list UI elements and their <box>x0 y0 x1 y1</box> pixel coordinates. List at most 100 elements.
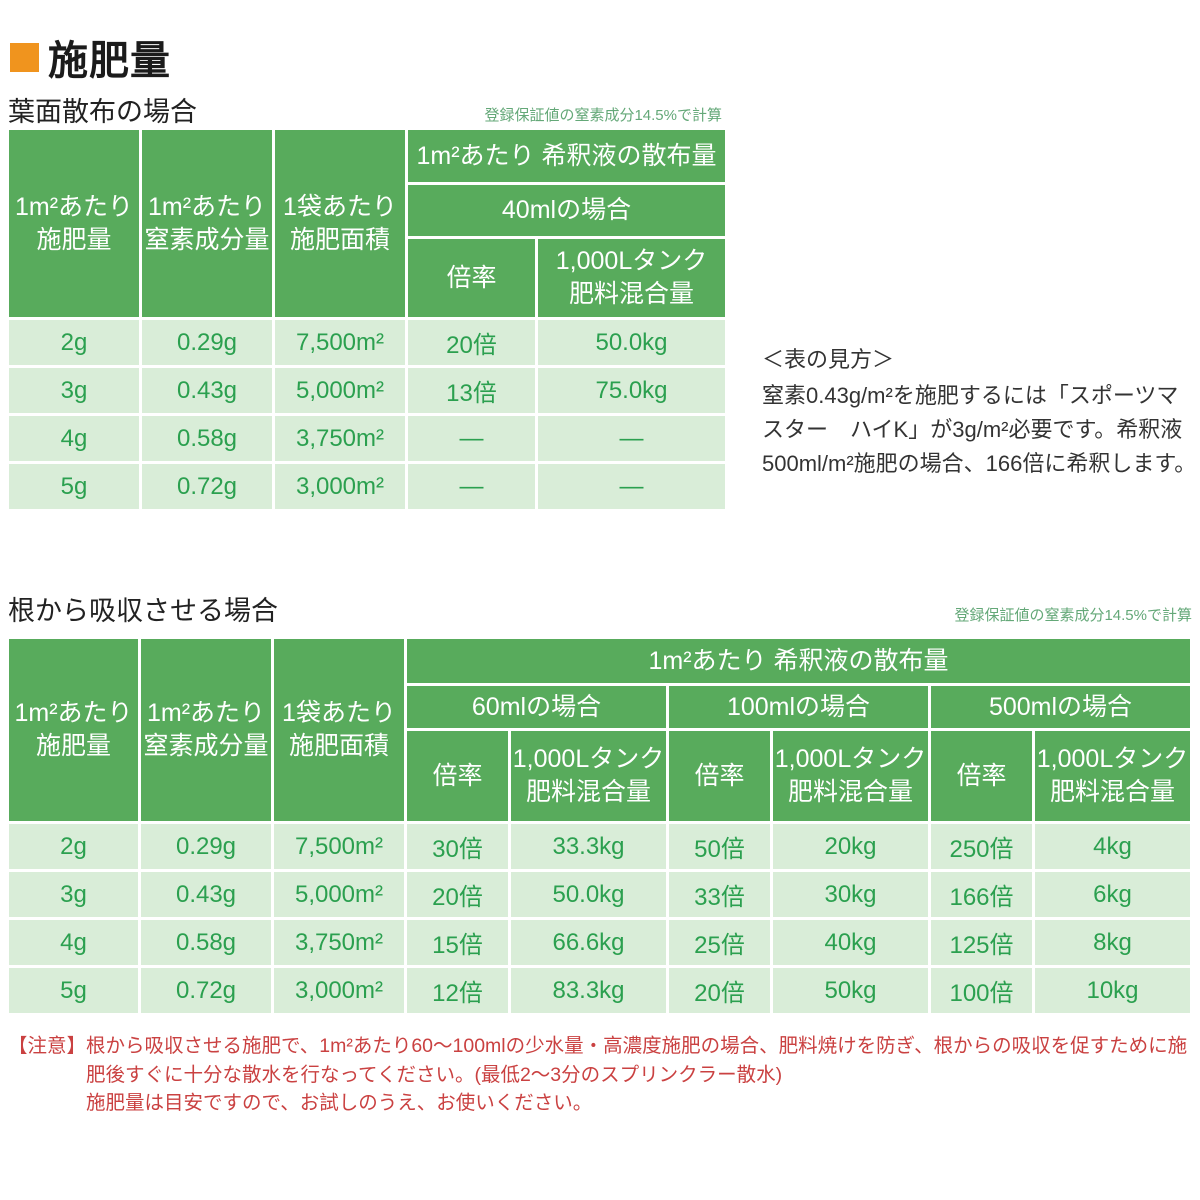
accent-square-icon <box>10 42 39 72</box>
table-cell: 6kg <box>1031 869 1194 920</box>
table-cell: 100倍 <box>928 965 1035 1016</box>
header-ratio: 倍率 <box>405 236 538 320</box>
section2-heading: 根から吸収させる場合 <box>8 596 278 626</box>
table-cell: 3g <box>6 365 142 416</box>
table-cell: 33.3kg <box>508 821 669 872</box>
header-dilution-span: 1m²あたり 希釈液の散布量 <box>404 127 729 185</box>
table-cell: 15倍 <box>404 917 511 968</box>
header-tank-mix: 1,000Lタンク 肥料混合量 <box>1031 728 1194 824</box>
table-cell: 0.58g <box>138 917 274 968</box>
header-nitrogen-per-m2: 1m²あたり 窒素成分量 <box>139 127 275 320</box>
table-cell: 0.72g <box>139 461 275 512</box>
table-cell: 12倍 <box>404 965 511 1016</box>
table-cell: 30倍 <box>404 821 511 872</box>
table-cell: 10kg <box>1031 965 1194 1016</box>
table-cell: — <box>405 461 538 512</box>
table-cell: 0.29g <box>139 317 275 368</box>
table-cell: 4g <box>6 917 141 968</box>
table-row: 2g 0.29g 7,500m² 30倍 33.3kg 50倍 20kg 250… <box>6 821 1194 872</box>
page-title-text: 施肥量 <box>48 39 171 83</box>
table-cell: 4kg <box>1031 821 1194 872</box>
header-area-per-bag: 1袋あたり 施肥面積 <box>271 636 407 824</box>
header-case-100ml: 100mlの場合 <box>666 683 931 731</box>
foliar-spray-table: 1m²あたり 施肥量 1m²あたり 窒素成分量 1袋あたり 施肥面積 1m²あた… <box>6 127 729 512</box>
caution-text-2: 施肥量は目安ですので、お試しのうえ、お使いください。 <box>86 1092 593 1114</box>
header-amount-per-m2: 1m²あたり 施肥量 <box>6 636 141 824</box>
table-cell: 33倍 <box>666 869 773 920</box>
table-cell: 250倍 <box>928 821 1035 872</box>
table-cell: 50倍 <box>666 821 773 872</box>
table-header-row: 倍率 1,000Lタンク 肥料混合量 <box>8 236 729 320</box>
table-cell: 4g <box>6 413 142 464</box>
table-cell: 5,000m² <box>271 869 407 920</box>
header-ratio: 倍率 <box>928 728 1035 824</box>
table-row: 2g 0.29g 7,500m² 20倍 50.0kg <box>6 317 729 368</box>
table-row: 5g 0.72g 3,000m² 12倍 83.3kg 20倍 50kg 100… <box>6 965 1194 1016</box>
table-cell: — <box>534 461 729 512</box>
table-cell: 0.72g <box>138 965 274 1016</box>
table-cell: 0.43g <box>139 365 275 416</box>
header-area-per-bag: 1袋あたり 施肥面積 <box>272 127 408 320</box>
caution-label: 【注意】 <box>8 1035 87 1057</box>
table-cell: 75.0kg <box>534 365 729 416</box>
table-cell: 7,500m² <box>271 821 407 872</box>
table-cell: 20倍 <box>405 317 538 368</box>
table-row: 3g 0.43g 5,000m² 13倍 75.0kg <box>6 365 729 416</box>
page-title: 施肥量 <box>10 28 171 86</box>
table-cell: 5g <box>6 461 142 512</box>
header-case-60ml: 60mlの場合 <box>404 683 669 731</box>
table-header-row: 1m²あたり 施肥量 1m²あたり 窒素成分量 1袋あたり 施肥面積 1m²あた… <box>6 636 1194 824</box>
header-tank-mix: 1,000Lタンク 肥料混合量 <box>770 728 931 824</box>
section1-calc-note: 登録保証値の窒素成分14.5%で計算 <box>484 107 722 124</box>
table-cell: 5,000m² <box>272 365 408 416</box>
root-absorption-table: 1m²あたり 施肥量 1m²あたり 窒素成分量 1袋あたり 施肥面積 1m²あた… <box>6 636 1194 1016</box>
caution-text-1: 根から吸収させる施肥で、1m²あたり60〜100mlの少水量・高濃度施肥の場合、… <box>86 1035 1188 1086</box>
header-case-40ml: 40mlの場合 <box>404 182 729 239</box>
table-cell: 7,500m² <box>272 317 408 368</box>
table-cell: 50.0kg <box>534 317 729 368</box>
header-dilution-span: 1m²あたり 希釈液の散布量 <box>403 636 1194 686</box>
table-cell: 3,750m² <box>271 917 407 968</box>
table-cell: 5g <box>6 965 141 1016</box>
table-reading-note-title: ＜表の見方＞ <box>762 347 895 372</box>
table-cell: 3,750m² <box>272 413 408 464</box>
table-cell: 25倍 <box>666 917 773 968</box>
header-ratio: 倍率 <box>404 728 511 824</box>
table-cell: 0.43g <box>138 869 274 920</box>
table-cell: 3,000m² <box>272 461 408 512</box>
table-cell: 13倍 <box>405 365 538 416</box>
table-cell: 0.29g <box>138 821 274 872</box>
table-cell: 3g <box>6 869 141 920</box>
header-tank-mix: 1,000Lタンク 肥料混合量 <box>534 236 729 320</box>
section2-calc-note: 登録保証値の窒素成分14.5%で計算 <box>954 607 1192 624</box>
table-cell: 2g <box>6 821 141 872</box>
header-case-500ml: 500mlの場合 <box>927 683 1194 731</box>
table-cell: 20倍 <box>404 869 511 920</box>
table-cell: 40kg <box>770 917 931 968</box>
table-cell: — <box>534 413 729 464</box>
table-cell: 125倍 <box>928 917 1035 968</box>
table-cell: 20倍 <box>666 965 773 1016</box>
table-row: 3g 0.43g 5,000m² 20倍 50.0kg 33倍 30kg 166… <box>6 869 1194 920</box>
header-amount-per-m2: 1m²あたり 施肥量 <box>6 127 142 320</box>
table-cell: 50.0kg <box>508 869 669 920</box>
table-cell: 66.6kg <box>508 917 669 968</box>
table-cell: 0.58g <box>139 413 275 464</box>
table-cell: 3,000m² <box>271 965 407 1016</box>
table-header-row: 60mlの場合 100mlの場合 500mlの場合 <box>8 683 1194 731</box>
table-cell: 30kg <box>770 869 931 920</box>
table-cell: 8kg <box>1031 917 1194 968</box>
table-header-row: 1m²あたり 施肥量 1m²あたり 窒素成分量 1袋あたり 施肥面積 1m²あた… <box>6 127 729 320</box>
table-row: 4g 0.58g 3,750m² 15倍 66.6kg 25倍 40kg 125… <box>6 917 1194 968</box>
table-header-row: 40mlの場合 <box>8 182 729 239</box>
header-nitrogen-per-m2: 1m²あたり 窒素成分量 <box>138 636 274 824</box>
table-cell: 50kg <box>770 965 931 1016</box>
table-reading-note: ＜表の見方＞ 窒素0.43g/m²を施肥するには「スポーツマスター ハイK」が3… <box>762 343 1199 481</box>
table-row: 5g 0.72g 3,000m² — — <box>6 461 729 512</box>
caution-note: 【注意】 根から吸収させる施肥で、1m²あたり60〜100mlの少水量・高濃度施… <box>8 1032 1194 1118</box>
table-cell: — <box>405 413 538 464</box>
header-ratio: 倍率 <box>666 728 773 824</box>
table-row: 4g 0.58g 3,750m² — — <box>6 413 729 464</box>
table-reading-note-body: 窒素0.43g/m²を施肥するには「スポーツマスター ハイK」が3g/m²必要で… <box>762 383 1197 476</box>
section1-heading: 葉面散布の場合 <box>8 97 197 127</box>
